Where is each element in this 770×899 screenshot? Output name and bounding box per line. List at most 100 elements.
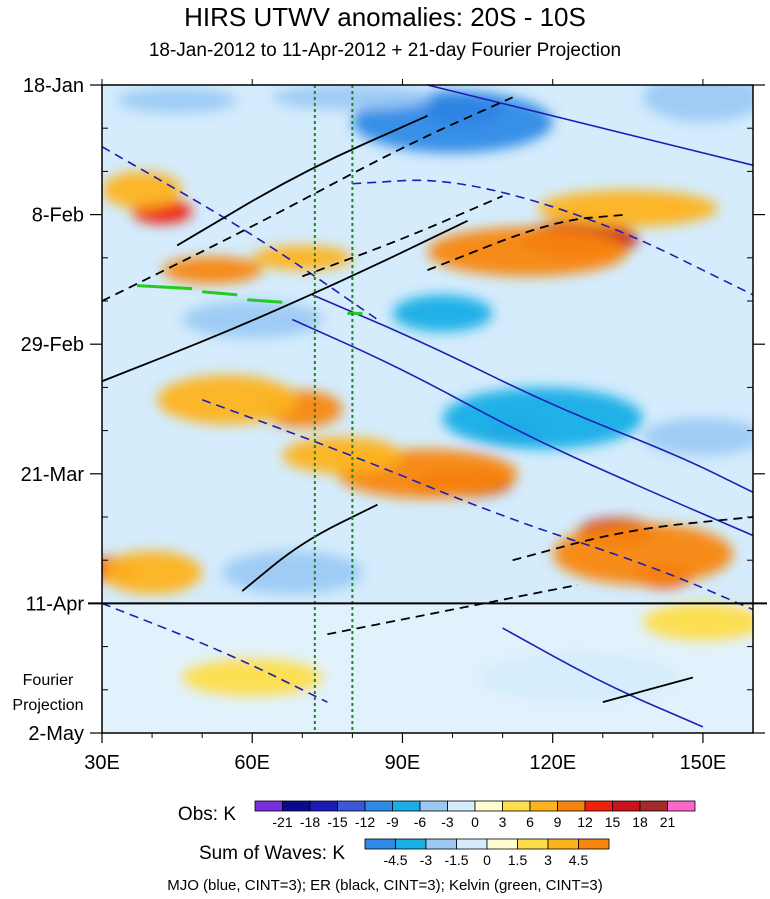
obs-colorbar-swatch xyxy=(639,800,668,812)
er-contour-dashed xyxy=(327,584,578,636)
chart-subtitle: 18-Jan-2012 to 11-Apr-2012 + 21-day Four… xyxy=(148,40,622,61)
x-tick-label: 90E xyxy=(385,752,421,774)
obs-colorbar-tick: -21 xyxy=(272,814,292,830)
anomaly-cell xyxy=(182,658,323,696)
anomaly-cell xyxy=(252,245,353,271)
obs-colorbar-tick: -12 xyxy=(355,814,375,830)
mjo-contour-dashed xyxy=(102,602,328,703)
waves-colorbar-swatch xyxy=(486,838,518,850)
x-tick-label: 60E xyxy=(234,752,270,774)
obs-colorbar-tick: 15 xyxy=(605,814,621,830)
mjo-contour-dashed xyxy=(352,179,753,296)
waves-colorbar-swatch xyxy=(425,838,457,850)
obs-colorbar-tick: 6 xyxy=(526,814,534,830)
obs-colorbar-swatch xyxy=(612,800,641,812)
chart-title: HIRS UTWV anomalies: 20S - 10S xyxy=(184,2,586,32)
er-contour-dashed xyxy=(301,195,503,278)
waves-colorbar-swatch xyxy=(395,838,427,850)
obs-colorbar-tick: 3 xyxy=(499,814,507,830)
obs-colorbar-swatch xyxy=(392,800,421,812)
anomaly-cell xyxy=(642,85,753,123)
kelvin-contour-solid xyxy=(136,284,193,291)
waves-colorbar-tick: 0 xyxy=(483,852,491,868)
x-tick-label: 150E xyxy=(680,752,727,774)
obs-colorbar-tick: -3 xyxy=(441,814,454,830)
obs-colorbar-tick: 21 xyxy=(660,814,676,830)
mjo-contour-solid xyxy=(291,318,753,537)
obs-colorbar-swatch xyxy=(419,800,448,812)
anomaly-cell xyxy=(537,189,718,227)
anomaly-cell xyxy=(642,418,753,456)
kelvin-contour-solid xyxy=(202,290,238,297)
er-contour-dashed xyxy=(102,96,513,302)
obs-colorbar-swatch xyxy=(337,800,366,812)
obs-colorbar-swatch xyxy=(309,800,338,812)
waves-colorbar-tick: -4.5 xyxy=(383,852,407,868)
mjo-contour-solid xyxy=(312,294,753,494)
obs-colorbar-swatch xyxy=(447,800,476,812)
waves-colorbar-swatch xyxy=(456,838,488,850)
anomaly-cell xyxy=(552,523,733,585)
anomaly-cell xyxy=(392,294,493,332)
anomaly-cell xyxy=(282,436,403,474)
waves-colorbar-tick: 3 xyxy=(544,852,552,868)
obs-colorbar-swatch xyxy=(502,800,531,812)
anomaly-blobs xyxy=(102,85,753,703)
anomaly-cell xyxy=(477,652,678,703)
mjo-contour-dashed xyxy=(201,398,753,611)
er-contour-solid xyxy=(102,219,468,383)
er-contour-solid xyxy=(602,676,694,704)
er-contour-solid xyxy=(176,115,428,247)
obs-colorbar-swatch xyxy=(364,800,393,812)
x-tick-label: 120E xyxy=(529,752,576,774)
obs-colorbar-swatch xyxy=(474,800,503,812)
obs-colorbar-swatch xyxy=(584,800,613,812)
mjo-contour-solid xyxy=(427,85,753,167)
y-tick-label: 2-May xyxy=(28,723,84,745)
waves-colorbar-tick: -3 xyxy=(420,852,433,868)
obs-colorbar-tick: -6 xyxy=(414,814,427,830)
mjo-contour-solid xyxy=(502,627,704,728)
obs-colorbar-tick: -18 xyxy=(300,814,320,830)
waves-colorbar-tick: 4.5 xyxy=(569,852,589,868)
obs-colorbar-tick: 12 xyxy=(577,814,593,830)
y-tick-label: 18-Jan xyxy=(23,75,84,97)
anomaly-cell xyxy=(442,387,643,450)
er-contour-dashed xyxy=(427,213,628,271)
anomaly-cell xyxy=(102,550,203,595)
obs-colorbar-tick: -9 xyxy=(386,814,399,830)
waves-colorbar-tick: -1.5 xyxy=(444,852,468,868)
waves-colorbar-tick: 1.5 xyxy=(508,852,528,868)
y-tick-label: 29-Feb xyxy=(21,334,84,356)
obs-colorbar-swatch xyxy=(282,800,311,812)
vertical-markers xyxy=(313,85,354,733)
anomaly-cell xyxy=(222,550,363,595)
projection-label: Projection xyxy=(12,697,83,714)
obs-colorbar-swatch xyxy=(667,800,696,812)
wave-contours xyxy=(102,85,753,728)
waves-colorbar-swatch xyxy=(517,838,549,850)
obs-colorbar-tick: 0 xyxy=(471,814,479,830)
waves-colorbar-label: Sum of Waves: K xyxy=(199,843,345,864)
obs-colorbar-label: Obs: K xyxy=(178,804,236,825)
anomaly-cell xyxy=(102,171,183,209)
anomaly-cell xyxy=(642,603,753,641)
footer-legend: MJO (blue, CINT=3); ER (black, CINT=3); … xyxy=(167,877,603,894)
obs-colorbar-swatch xyxy=(254,800,283,812)
anomaly-cell xyxy=(162,256,263,284)
kelvin-contour-solid xyxy=(247,298,283,304)
plot-frame xyxy=(101,84,754,734)
obs-colorbar-swatch xyxy=(529,800,558,812)
obs-colorbar-tick: -15 xyxy=(327,814,347,830)
x-tick-label: 30E xyxy=(84,752,120,774)
waves-colorbar-swatch xyxy=(547,838,579,850)
obs-colorbar-swatch xyxy=(557,800,586,812)
obs-colorbar-tick: 9 xyxy=(554,814,562,830)
colorbars: Obs: K -21 -18 -15 -12 -9 -6 -3 0 3 6 9 12 15 18 21 Sum … xyxy=(178,800,696,868)
obs-colorbar-tick: 18 xyxy=(632,814,648,830)
anomaly-cell xyxy=(427,226,628,277)
y-tick-label: 21-Mar xyxy=(21,464,85,486)
waves-colorbar-swatch xyxy=(364,838,396,850)
